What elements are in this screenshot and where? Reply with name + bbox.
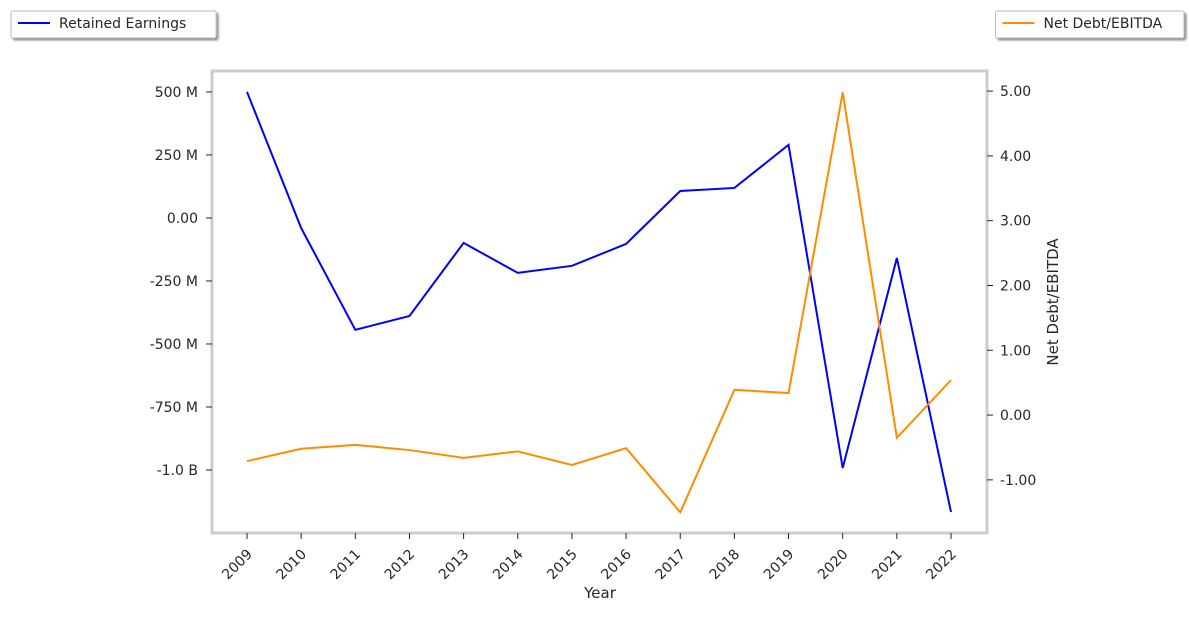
x-tick-label: 2011	[328, 547, 365, 584]
legend-box	[995, 10, 1185, 39]
legend-label: Net Debt/EBITDA	[1044, 16, 1163, 32]
legend-box	[10, 10, 217, 39]
x-tick-label: 2009	[219, 547, 256, 584]
x-tick-label: 2022	[923, 547, 960, 584]
y-tick-label: -1.0 B	[157, 463, 198, 479]
line-series	[246, 91, 952, 513]
x-tick-label: 2017	[653, 547, 690, 584]
x-tick-label: 2020	[815, 547, 852, 584]
y-tick-label: -250 M	[150, 274, 198, 290]
y2-tick-label: 3.00	[1000, 214, 1031, 230]
x-tick-label: 2018	[707, 547, 744, 584]
y2-tick-label: 2.00	[1000, 278, 1031, 294]
y2-axis-label: Net Debt/EBITDA	[1044, 238, 1062, 366]
legend: Retained Earnings	[10, 10, 217, 39]
x-tick-label: 2014	[490, 546, 527, 583]
y2-tick-label: 0.00	[1000, 408, 1031, 424]
y-tick-label: 0.00	[167, 211, 198, 227]
x-tick-label: 2012	[382, 547, 419, 584]
line-series	[246, 92, 952, 515]
x-tick-label: 2013	[436, 547, 473, 584]
x-tick-label: 2016	[598, 546, 635, 583]
y-tick-label: -750 M	[150, 400, 198, 416]
y2-tick-label: 5.00	[1000, 84, 1031, 100]
y2-tick-label: -1.00	[1000, 473, 1036, 489]
x-tick-label: 2015	[544, 547, 581, 584]
plot-frame	[210, 69, 989, 535]
y-tick-label: 500 M	[155, 85, 198, 101]
legend-label: Retained Earnings	[59, 16, 186, 32]
y2-tick-label: 1.00	[1000, 343, 1031, 359]
y-tick-label: -500 M	[150, 337, 198, 353]
x-tick-label: 2019	[761, 547, 798, 584]
legend: Net Debt/EBITDA	[995, 10, 1185, 39]
x-axis-label: Year	[583, 584, 617, 602]
y2-tick-label: 4.00	[1000, 149, 1031, 165]
x-tick-label: 2021	[869, 547, 906, 584]
y-tick-label: 250 M	[155, 148, 198, 164]
x-tick-label: 2010	[273, 547, 310, 584]
